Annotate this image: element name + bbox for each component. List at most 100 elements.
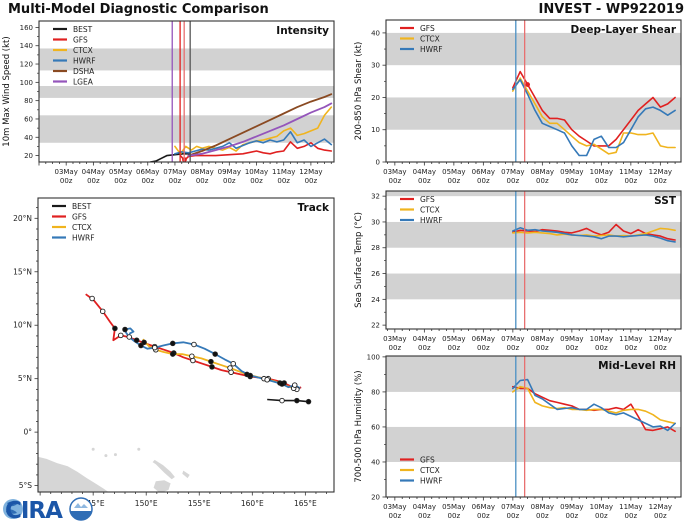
sst-xtick-label: 11May	[619, 335, 642, 343]
track-marker-filled	[133, 337, 140, 343]
track-marker-open	[89, 295, 95, 302]
intensity-panel: 03May 00z 04May 00z 05May 00z 06May 00z 07May 00z…	[0, 14, 348, 196]
track-marker-filled	[209, 364, 215, 370]
track-series-GFS	[85, 293, 302, 391]
rh-xtick-label: 00z	[389, 512, 402, 520]
track-marker-open	[291, 382, 298, 388]
track-panel: 145°E 150°E 155°E 160°E 165°E 20°N 15°N 10°N 5°N…	[0, 192, 348, 524]
sst-ylabel: Sea Surface Temp (°C)	[354, 212, 364, 308]
intensity-ytick-label: 60	[24, 115, 33, 123]
shear-xtick-label: 12May	[649, 168, 672, 176]
rh-xtick-label: 00z	[477, 512, 490, 520]
intensity-xtick-label: 00z	[60, 177, 73, 185]
track-ytick-label: 15°N	[13, 267, 32, 276]
shear-xtick-label: 10May	[590, 168, 613, 176]
shear-xtick-label: 00z	[625, 177, 638, 185]
shear-ytick-label: 40	[371, 29, 380, 37]
intensity-xtick-label: 00z	[114, 177, 127, 185]
shear-axes-border	[385, 19, 682, 163]
track-ytick-label: 5°S	[19, 481, 33, 490]
land-polygon	[152, 459, 175, 480]
intensity-band	[39, 48, 334, 71]
track-marker-filled	[169, 340, 176, 347]
rh-xtick-label: 00z	[448, 512, 461, 520]
sst-xtick-label: 03May	[383, 335, 406, 343]
track-xtick-label: 165°E	[294, 499, 317, 508]
rh-series-CTCX	[511, 385, 676, 425]
sst-legend-label: CTCX	[420, 205, 440, 214]
track-legend-label: CTCX	[72, 223, 92, 232]
track-marker-filled	[138, 342, 144, 349]
sst-ytick-label: 26	[371, 270, 380, 278]
shear-series-CTCX	[511, 77, 676, 155]
intensity-xtick-label: 05May	[109, 168, 132, 176]
land-polygon	[38, 456, 109, 492]
intensity-legend-label: GFS	[73, 35, 88, 44]
shear-xtick-label: 00z	[566, 177, 579, 185]
intensity-xtick-label: 00z	[141, 177, 154, 185]
rh-xtick-label: 04May	[413, 503, 436, 511]
intensity-ytick-label: 20	[24, 152, 33, 160]
rh-xtick-label: 11May	[619, 503, 642, 511]
rh-legend-label: CTCX	[420, 466, 440, 475]
intensity-xtick-label: 00z	[250, 177, 263, 185]
track-marker-filled	[294, 397, 300, 404]
rh-series-HWRF	[511, 378, 676, 432]
rh-panel-title: Mid-Level RH	[598, 360, 676, 372]
intensity-xtick-label: 11May	[272, 168, 295, 176]
intensity-xtick-label: 03May	[54, 168, 77, 176]
shear-panel-title: Deep-Layer Shear	[570, 24, 676, 36]
shear-ytick-label: 20	[371, 94, 380, 102]
sst-xtick-label: 09May	[560, 335, 583, 343]
cira-logo: CIRA	[2, 494, 94, 524]
shear-xtick-label: 00z	[389, 177, 402, 185]
rh-xtick-label: 10May	[590, 503, 613, 511]
intensity-xtick-label: 00z	[305, 177, 318, 185]
intensity-xtick-label: 12May	[299, 168, 322, 176]
rh-xtick-label: 00z	[566, 512, 579, 520]
track-series-BEST	[267, 398, 309, 403]
shear-ytick-label: 10	[371, 126, 380, 134]
rh-xtick-label: 08May	[531, 503, 554, 511]
rh-ytick-label: 60	[371, 423, 380, 431]
rh-ytick-label: 100	[367, 353, 380, 361]
mid-level-rh-panel: 03May 00z 04May 00z 05May 00z 06May 00z 07May 00z…	[352, 350, 700, 525]
track-marker-open	[227, 365, 233, 371]
shear-xtick-label: 00z	[418, 177, 431, 185]
shear-xtick-label: 00z	[477, 177, 490, 185]
rh-legend-label: GFS	[420, 455, 435, 464]
sst-xtick-label: 00z	[389, 344, 402, 352]
rh-ylabel: 700-500 hPa Humidity (%)	[354, 370, 364, 482]
sst-xtick-label: 00z	[507, 344, 520, 352]
track-ytick-label: 20°N	[13, 214, 32, 223]
intensity-xtick-label: 00z	[223, 177, 236, 185]
sst-ytick-label: 24	[371, 296, 380, 304]
cira-globe-icon	[3, 499, 23, 519]
track-legend-label: HWRF	[72, 233, 95, 242]
rh-ytick-label: 40	[371, 458, 380, 466]
intensity-xtick-label: 00z	[87, 177, 100, 185]
intensity-series-HWRF	[174, 131, 333, 155]
invest-id-title: INVEST - WP922019	[538, 2, 684, 17]
sst-band	[386, 221, 681, 248]
intensity-xtick-label: 00z	[277, 177, 290, 185]
track-marker-filled	[279, 381, 285, 387]
intensity-series-BEST	[149, 153, 191, 162]
rh-xtick-label: 00z	[507, 512, 520, 520]
sst-ytick-label: 22	[371, 322, 380, 330]
sst-xtick-label: 00z	[418, 344, 431, 352]
sst-ytick-label: 32	[371, 193, 380, 201]
sst-series-HWRF	[511, 227, 676, 243]
track-ytick-label: 10°N	[13, 321, 32, 330]
rh-xtick-label: 00z	[654, 512, 667, 520]
intensity-series-DSHA	[187, 93, 333, 157]
shear-xtick-label: 11May	[619, 168, 642, 176]
rh-axes-border	[385, 355, 682, 498]
intensity-ylabel: 10m Max Wind Speed (kt)	[2, 36, 12, 146]
land-polygon	[182, 470, 190, 479]
rh-xtick-label: 00z	[625, 512, 638, 520]
sst-xtick-label: 00z	[654, 344, 667, 352]
track-marker-filled	[212, 351, 218, 357]
intensity-xtick-label: 04May	[82, 168, 105, 176]
rh-xtick-label: 12May	[649, 503, 672, 511]
